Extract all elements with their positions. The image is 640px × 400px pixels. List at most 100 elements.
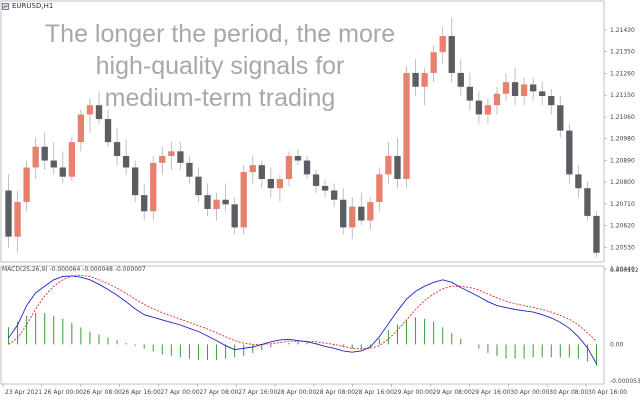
bull-candle [520,84,528,96]
bear-candle [41,146,48,161]
bear-candle [466,86,474,101]
bear-candle [321,185,329,191]
bear-candle [511,82,519,96]
bull-candle [376,174,383,203]
bear-candle [267,179,275,189]
price-label: 1.21430 [610,27,635,34]
macd-histogram [8,313,597,366]
time-label: 28 Apr 16:00 [355,389,394,396]
bear-candle [575,174,582,189]
bull-candle [86,105,94,115]
bull-candle [367,202,374,221]
time-label: 27 Apr 16:00 [238,389,277,396]
macd-line [8,275,597,365]
bear-candle [557,105,564,131]
bear-candle [566,130,573,175]
macd-indicator-label: MACD(25,26,9) -0.000064 -0.000048 -0.000… [2,266,146,273]
bear-candle [5,190,12,237]
bull-candle [249,165,256,173]
bull-candle [68,142,76,177]
candles-layer [5,17,600,258]
time-label: 27 Apr 08:00 [199,389,238,396]
bear-candle [457,72,464,87]
time-label: 26 Apr 16:00 [122,389,161,396]
bull-candle [484,105,492,115]
bull-candle [349,206,356,228]
bear-candle [312,174,320,186]
price-label: 1.20890 [610,157,635,164]
time-label: 30 Apr 08:00 [549,389,588,396]
bear-candle [593,215,600,253]
bull-candle [493,93,501,106]
time-label: 29 Apr 16:00 [471,389,510,396]
bear-candle [394,155,401,179]
time-label: 23 Apr 2021 [5,389,42,396]
bear-candle [204,195,211,209]
bull-candle [439,36,446,53]
bull-candle [285,155,293,179]
bull-candle [14,202,21,237]
bear-candle [529,84,537,92]
bull-candle [385,155,392,175]
bear-candle [186,162,193,177]
time-label: 29 Apr 00:00 [394,389,433,396]
time-label: 28 Apr 00:00 [277,389,316,396]
bull-candle [77,114,85,143]
price-pane-frame [0,0,605,263]
macd-pane-frame [0,265,605,385]
price-label: 1.20710 [610,201,635,208]
macd-axis-label: 0.000112 [610,267,639,274]
bear-candle [330,190,338,200]
bear-candle [95,105,103,120]
bear-candle [122,155,130,168]
macd-axis-label: -0.000053 [610,378,640,385]
bear-candle [59,167,66,177]
price-label: 1.20440 [610,266,635,273]
bear-candle [303,160,311,175]
bear-candle [358,206,365,221]
time-label: 30 Apr 00:00 [510,389,549,396]
bull-candle [23,167,30,203]
time-label: 27 Apr 00:00 [160,389,199,396]
bear-candle [113,142,121,156]
bull-candle [276,179,284,189]
price-label: 1.20800 [610,179,635,186]
macd-axis-label: 0.00 [610,341,624,348]
bear-candle [584,188,591,216]
bear-candle [258,165,265,179]
bear-candle [539,91,546,96]
price-label: 1.20980 [610,136,635,143]
symbol-label: EURUSD,H1 [12,2,54,10]
bear-candle [412,72,419,87]
price-label: 1.21150 [610,92,635,99]
bear-candle [448,36,455,73]
bear-candle [177,151,184,163]
time-label: 26 Apr 00:00 [44,389,83,396]
bull-candle [430,52,437,73]
overlay-caption: The longer the period, the more high-qua… [40,18,400,114]
price-axis: 1.21430 1.21350 1.21260 1.21150 1.21060 1.209… [604,27,635,273]
bear-candle [50,160,57,168]
price-label: 1.21350 [610,49,635,56]
price-label: 1.20620 [610,223,635,230]
time-axis: 23 Apr 2021 26 Apr 00:00 26 Apr 08:00 26 Ap… [2,384,627,396]
macd-axis: 0.000112 0.00 -0.000053 [610,267,640,385]
bear-candle [141,195,148,212]
caption-line-1: The longer the period, the more [44,20,396,48]
bear-candle [131,167,139,196]
bull-candle [502,82,510,94]
bull-candle [168,151,175,156]
bear-candle [294,155,302,161]
bear-candle [340,199,347,228]
bear-candle [104,119,112,143]
bear-candle [548,96,555,106]
bear-candle [475,100,483,115]
price-label: 1.21060 [610,114,635,121]
price-label: 1.21260 [610,70,635,77]
bull-candle [240,172,247,228]
grid-frame [0,0,605,385]
chart-window-icon [2,2,9,10]
caption-line-2: high-quality signals for [95,52,345,80]
